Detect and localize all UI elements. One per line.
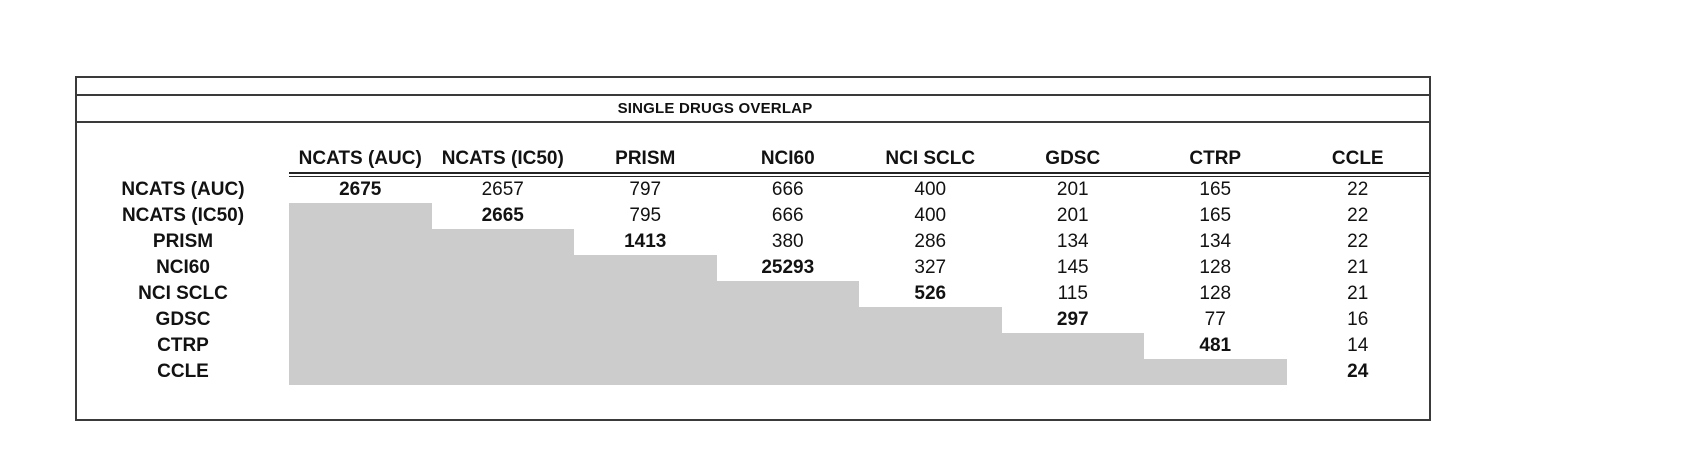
- overlap-cell-nci60-x-ctrp: 128: [1199, 257, 1232, 278]
- overlap-cell-nci60-x-prism: [574, 255, 717, 281]
- overlap-cell-gdsc-x-nci60: [716, 307, 859, 333]
- overlap-cell-ncats-ic50-x-gdsc: 201: [1056, 205, 1089, 226]
- overlap-cell-ctrp-x-nci60: [716, 333, 859, 359]
- overlap-cell-prism-x-ncats-auc: [289, 229, 432, 255]
- overlap-cell-ncats-ic50-x-nci-sclc: 400: [914, 205, 947, 226]
- overlap-cell-nci-sclc-x-ccle: 21: [1347, 283, 1369, 304]
- overlap-cell-ctrp-x-ccle: 14: [1347, 335, 1369, 356]
- overlap-cell-ncats-ic50-x-nci60: 666: [771, 205, 804, 226]
- overlap-matrix: NCATS (AUC) NCATS (IC50) PRISM NCI60 NCI SCL…: [77, 143, 1429, 385]
- overlap-cell-ctrp-x-gdsc: [1001, 333, 1144, 359]
- overlap-cell-ccle-x-ncats-ic50: [431, 359, 574, 385]
- overlap-cell-prism-x-nci60: 380: [771, 231, 804, 252]
- overlap-cell-ncats-auc-x-nci-sclc: 400: [914, 179, 947, 200]
- overlap-cell-prism-x-nci-sclc: 286: [914, 231, 947, 252]
- overlap-cell-ccle-x-nci-sclc: [859, 359, 1002, 385]
- overlap-cell-ncats-ic50-x-ccle: 22: [1347, 205, 1369, 226]
- overlap-cell-prism-x-ctrp: 134: [1199, 231, 1232, 252]
- overlap-cell-gdsc-x-nci-sclc: [859, 307, 1002, 333]
- overlap-cell-ccle-x-gdsc: [1001, 359, 1144, 385]
- overlap-cell-nci-sclc-x-gdsc: 115: [1057, 283, 1088, 304]
- row-label-ctrp: CTRP: [157, 335, 209, 356]
- overlap-cell-ccle-x-ncats-auc: [289, 359, 432, 385]
- column-header-ncats-ic50: NCATS (IC50): [441, 148, 564, 169]
- column-header-nci60: NCI60: [760, 148, 815, 169]
- column-header-nci-sclc: NCI SCLC: [885, 148, 976, 169]
- overlap-cell-ncats-auc-x-ccle: 22: [1347, 179, 1369, 200]
- overlap-cell-ccle-x-ctrp: [1144, 359, 1287, 385]
- overlap-cell-nci-sclc-x-nci-sclc: 526: [914, 283, 947, 304]
- overlap-cell-gdsc-x-gdsc: 297: [1056, 309, 1089, 330]
- overlap-cell-prism-x-prism: 1413: [624, 231, 667, 252]
- header-double-underline: [289, 172, 1429, 177]
- row-label-gdsc: GDSC: [155, 309, 211, 330]
- single-drugs-overlap-table: SINGLE DRUGS OVERLAP NCATS (AUC) NCATS (I…: [75, 76, 1431, 421]
- column-header-ncats-auc: NCATS (AUC): [298, 148, 422, 169]
- overlap-cell-nci60-x-nci60: 25293: [761, 257, 815, 278]
- column-header-prism: PRISM: [615, 148, 676, 169]
- overlap-cell-nci60-x-ncats-ic50: [431, 255, 574, 281]
- row-label-prism: PRISM: [152, 231, 214, 252]
- overlap-cell-ncats-auc-x-ctrp: 165: [1199, 179, 1232, 200]
- row-label-nci-sclc: NCI SCLC: [138, 283, 228, 304]
- overlap-cell-nci-sclc-x-ctrp: 128: [1199, 283, 1232, 304]
- row-label-nci60: NCI60: [156, 257, 210, 278]
- overlap-cell-gdsc-x-ncats-auc: [289, 307, 432, 333]
- row-label-ncats-auc: NCATS (AUC): [121, 179, 245, 200]
- overlap-cell-nci-sclc-x-ncats-auc: [289, 281, 432, 307]
- overlap-cell-nci-sclc-x-ncats-ic50: [431, 281, 574, 307]
- overlap-cell-ctrp-x-prism: [574, 333, 717, 359]
- overlap-cell-nci60-x-ncats-auc: [289, 255, 432, 281]
- overlap-cell-prism-x-gdsc: 134: [1056, 231, 1089, 252]
- overlap-cell-gdsc-x-ctrp: 77: [1204, 309, 1226, 330]
- overlap-cell-gdsc-x-prism: [574, 307, 717, 333]
- matrix-corner-cell: [77, 143, 289, 172]
- overlap-cell-ctrp-x-nci-sclc: [859, 333, 1002, 359]
- overlap-cell-ctrp-x-ctrp: 481: [1199, 335, 1232, 356]
- title-bottom-rule-line: [77, 121, 1429, 123]
- overlap-cell-ncats-ic50-x-ncats-ic50: 2665: [481, 205, 524, 226]
- overlap-cell-ncats-auc-x-ncats-auc: 2675: [339, 179, 382, 200]
- overlap-cell-ccle-x-nci60: [716, 359, 859, 385]
- overlap-cell-gdsc-x-ccle: 16: [1347, 309, 1369, 330]
- row-label-ncats-ic50: NCATS (IC50): [121, 205, 245, 226]
- overlap-cell-gdsc-x-ncats-ic50: [431, 307, 574, 333]
- table-title: SINGLE DRUGS OVERLAP: [617, 100, 813, 117]
- overlap-cell-nci-sclc-x-prism: [574, 281, 717, 307]
- top-rule-line: [77, 94, 1429, 96]
- column-header-ccle: CCLE: [1331, 148, 1384, 169]
- overlap-cell-nci60-x-nci-sclc: 327: [914, 257, 947, 278]
- overlap-cell-nci60-x-gdsc: 145: [1056, 257, 1089, 278]
- overlap-cell-prism-x-ccle: 22: [1347, 231, 1369, 252]
- overlap-cell-ncats-auc-x-gdsc: 201: [1056, 179, 1089, 200]
- overlap-cell-ncats-auc-x-ncats-ic50: 2657: [481, 179, 524, 200]
- column-header-ctrp: CTRP: [1189, 148, 1242, 169]
- overlap-cell-ctrp-x-ncats-ic50: [431, 333, 574, 359]
- overlap-cell-ncats-auc-x-prism: 797: [629, 179, 662, 200]
- overlap-cell-nci-sclc-x-nci60: [716, 281, 859, 307]
- overlap-cell-ccle-x-prism: [574, 359, 717, 385]
- overlap-cell-ccle-x-ccle: 24: [1347, 361, 1369, 382]
- overlap-cell-ncats-ic50-x-ncats-auc: [289, 203, 432, 229]
- overlap-cell-nci60-x-ccle: 21: [1347, 257, 1369, 278]
- overlap-cell-ncats-ic50-x-prism: 795: [629, 205, 662, 226]
- overlap-cell-prism-x-ncats-ic50: [431, 229, 574, 255]
- row-label-ccle: CCLE: [157, 361, 209, 382]
- overlap-cell-ctrp-x-ncats-auc: [289, 333, 432, 359]
- overlap-cell-ncats-ic50-x-ctrp: 165: [1199, 205, 1232, 226]
- column-header-gdsc: GDSC: [1045, 148, 1101, 169]
- overlap-cell-ncats-auc-x-nci60: 666: [771, 179, 804, 200]
